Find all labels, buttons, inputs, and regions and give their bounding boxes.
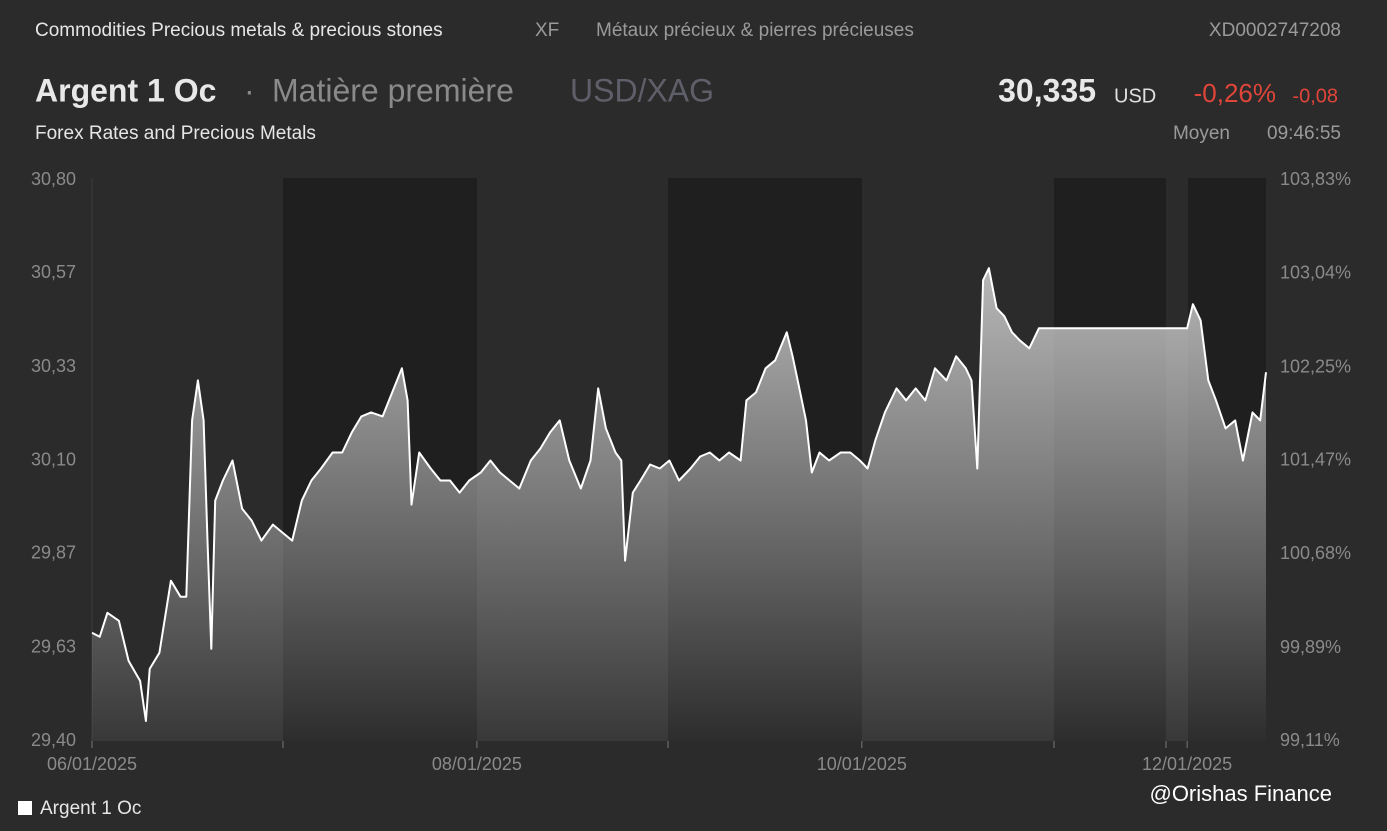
x-tick-label: 08/01/2025 bbox=[432, 754, 522, 774]
y2-tick-label: 103,83% bbox=[1280, 169, 1351, 189]
y-tick-label: 29,87 bbox=[31, 543, 76, 563]
y2-tick-label: 100,68% bbox=[1280, 543, 1351, 563]
x-tick-label: 06/01/2025 bbox=[47, 754, 137, 774]
price-type: Moyen bbox=[1173, 123, 1230, 144]
legend-label: Argent 1 Oc bbox=[40, 798, 141, 819]
x-tick-label: 10/01/2025 bbox=[817, 754, 907, 774]
time: 09:46:55 bbox=[1267, 123, 1341, 144]
y-tick-label: 30,33 bbox=[31, 356, 76, 376]
breadcrumb: Commodities Precious metals & precious s… bbox=[35, 20, 443, 41]
legend-swatch bbox=[18, 801, 32, 815]
y-tick-label: 29,63 bbox=[31, 636, 76, 656]
y2-tick-label: 101,47% bbox=[1280, 449, 1351, 469]
y-tick-label: 29,40 bbox=[31, 730, 76, 750]
pair: USD/XAG bbox=[570, 72, 714, 108]
separator: · bbox=[244, 72, 255, 108]
y2-tick-label: 102,25% bbox=[1280, 357, 1351, 377]
exchange: XF bbox=[535, 20, 559, 41]
line bbox=[91, 267, 1267, 722]
x-tick-label: 12/01/2025 bbox=[1142, 754, 1232, 774]
change-abs: -0,08 bbox=[1292, 85, 1338, 107]
y2-tick-label: 99,89% bbox=[1280, 637, 1341, 657]
y-tick-label: 30,57 bbox=[31, 262, 76, 282]
source: Forex Rates and Precious Metals bbox=[35, 123, 316, 144]
price: 30,335 bbox=[998, 72, 1096, 108]
category: Métaux précieux & pierres précieuses bbox=[596, 20, 914, 41]
isin: XD0002747208 bbox=[1209, 20, 1341, 41]
y-tick-label: 30,10 bbox=[31, 449, 76, 469]
area bbox=[92, 268, 1266, 741]
instrument-name: Argent 1 Oc bbox=[35, 72, 216, 108]
watermark: @Orishas Finance bbox=[1149, 781, 1332, 806]
y2-tick-label: 103,04% bbox=[1280, 263, 1351, 283]
currency: USD bbox=[1114, 85, 1156, 107]
instrument-kind: Matière première bbox=[272, 72, 514, 108]
y-tick-label: 30,80 bbox=[31, 169, 76, 189]
y2-tick-label: 99,11% bbox=[1280, 730, 1340, 750]
change-pct: -0,26% bbox=[1194, 78, 1276, 108]
